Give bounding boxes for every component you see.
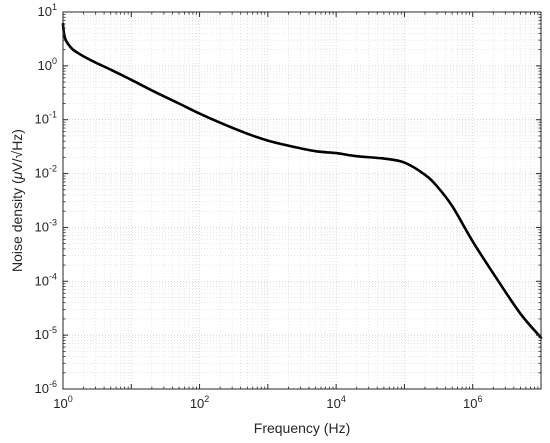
y-axis-title-prefix: Noise density ( [9,179,25,272]
y-axis-title-suffix: V/√Hz) [9,129,25,172]
series-line-noise-density [61,22,543,339]
x-tick-label: 104 [326,394,345,411]
y-tick-label: 10-6 [35,379,57,396]
x-axis-title: Frequency (Hz) [254,420,350,436]
x-tick-label: 100 [53,394,72,411]
y-tick-label: 10-5 [35,325,57,342]
y-tick-label: 10-3 [35,217,57,234]
y-tick-label: 101 [38,2,57,19]
y-tick-label: 10-4 [35,271,57,288]
y-axis-title: Noise density (μV/√Hz) [9,129,25,272]
y-tick-labels: 101 100 10-1 10-2 10-3 10-4 10-5 10-6 [35,2,57,396]
plot-frame [62,11,542,390]
y-axis-title-mu: μ [9,171,25,180]
x-tick-label: 106 [463,394,482,411]
y-tick-label: 10-2 [35,164,57,181]
x-tick-labels: 100 102 104 106 [53,394,482,411]
y-tick-label: 100 [38,56,57,73]
x-tick-label: 102 [190,394,209,411]
plot-background [63,12,541,389]
y-tick-label: 10-1 [35,110,57,127]
axis-ticks [62,11,542,390]
